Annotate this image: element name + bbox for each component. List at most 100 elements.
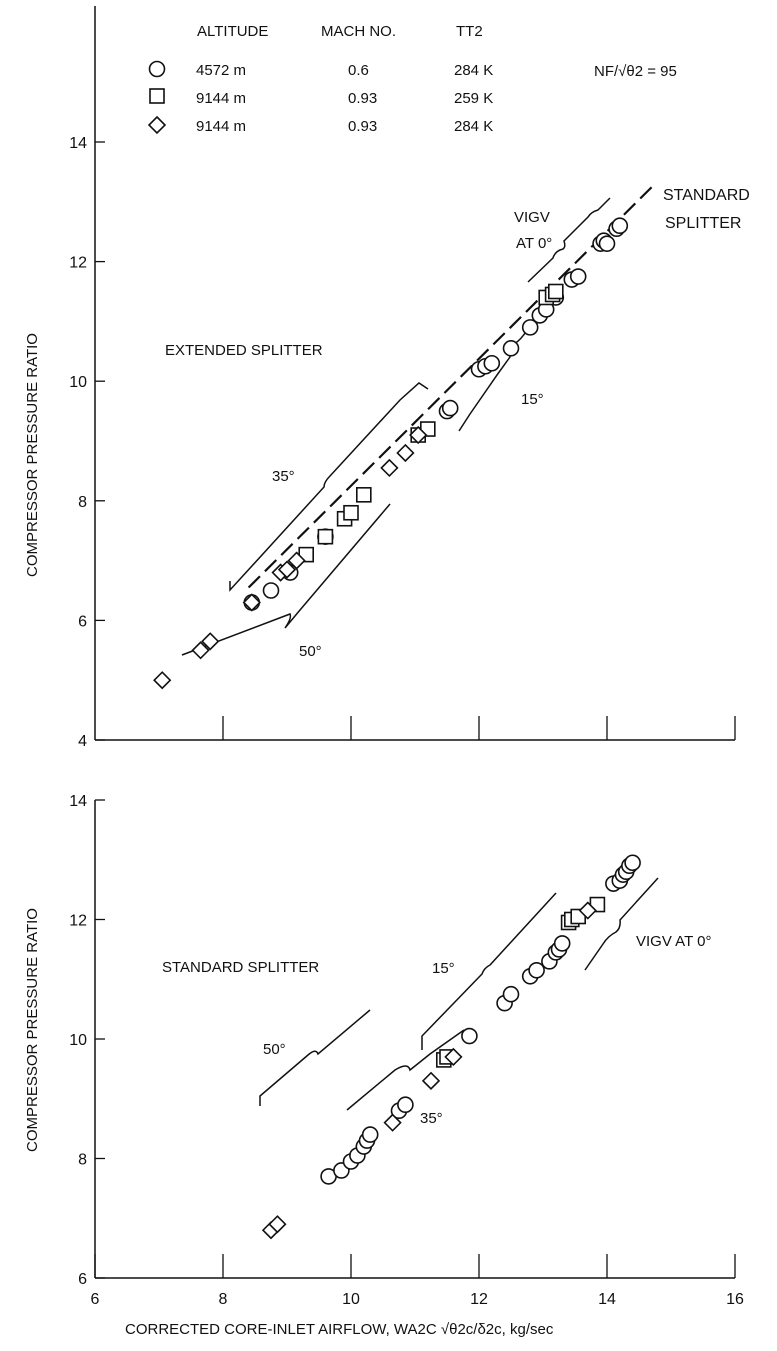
data-point-diamond [268, 1215, 287, 1234]
data-point-circle [598, 235, 616, 252]
y-tick-label: 8 [78, 1152, 87, 1169]
top-annotation-50: 50° [299, 643, 322, 660]
data-point-diamond [277, 560, 297, 579]
data-point-circle [624, 854, 641, 872]
data-point-circle [361, 1126, 379, 1143]
data-point-diamond [383, 1113, 402, 1132]
top-trend-line [247, 183, 656, 589]
legend-circle-marker [148, 60, 166, 78]
top-brace-35 [229, 382, 429, 592]
top-chart: 4 6 8 10 12 14 COMPRESSOR PRESSURE RATIO EXTE… [24, 6, 750, 750]
x-tick-label: 16 [726, 1291, 744, 1308]
top-annotation-15: 15° [521, 391, 544, 408]
y-tick-label: 10 [69, 1032, 87, 1049]
x-tick-label: 14 [598, 1291, 616, 1308]
legend-row-3-tt2: 284 K [454, 118, 493, 135]
y-tick-label: 8 [78, 494, 87, 511]
top-annotation-35: 35° [272, 468, 295, 485]
top-y-axis-label: COMPRESSOR PRESSURE RATIO [24, 333, 41, 577]
data-point-circle [569, 268, 587, 285]
x-tick-label: 10 [342, 1291, 360, 1308]
data-point-diamond [242, 593, 261, 612]
legend-row-3-mach: 0.93 [348, 118, 377, 135]
legend-square-marker [149, 88, 165, 104]
data-point-square [343, 504, 359, 521]
data-point-circle [441, 399, 459, 417]
y-tick-label: 14 [69, 135, 87, 152]
bottom-annotation-15: 15° [432, 960, 455, 977]
legend-row-2-altitude: 9144 m [196, 90, 246, 107]
data-point-circle [528, 961, 545, 979]
data-point-square [355, 487, 372, 503]
x-tick-label: 6 [91, 1291, 100, 1308]
bottom-y-axis-label: COMPRESSOR PRESSURE RATIO [24, 908, 41, 1152]
data-point-circle [502, 985, 520, 1003]
data-point-circle [521, 319, 539, 336]
legend-row-1-altitude: 4572 m [196, 62, 246, 79]
bottom-data-markers [261, 854, 641, 1240]
bottom-brace-15 [421, 892, 557, 1050]
data-point-diamond [191, 641, 210, 660]
data-point-circle [461, 1027, 478, 1045]
top-annotation-standard-splitter-line1: STANDARD [663, 187, 750, 204]
bottom-brace-35 [346, 1029, 465, 1111]
data-point-diamond [380, 458, 399, 478]
top-annotation-standard-splitter-line2: SPLITTER [665, 215, 741, 232]
bottom-chart-label: STANDARD SPLITTER [162, 959, 319, 976]
legend-row-1-tt2: 284 K [454, 62, 493, 79]
top-x-ticks [222, 716, 736, 740]
data-point-square [547, 283, 564, 300]
data-point-circle [502, 340, 520, 357]
y-tick-label: 10 [69, 374, 87, 391]
data-point-diamond [201, 632, 220, 651]
y-tick-label: 4 [78, 733, 87, 750]
data-point-circle [611, 217, 629, 235]
y-tick-label: 14 [69, 793, 87, 810]
data-point-circle [483, 354, 501, 372]
data-point-square [317, 528, 334, 545]
data-point-circle [553, 935, 571, 952]
top-brace-vigv [527, 197, 611, 283]
top-chart-label: EXTENDED SPLITTER [165, 342, 323, 359]
data-point-diamond [287, 551, 306, 570]
y-tick-label: 12 [69, 255, 87, 272]
data-point-diamond [421, 1071, 441, 1090]
bottom-chart: 6 8 10 12 14 6 8 10 12 14 16 COMPRESSOR PRESSURE … [24, 793, 744, 1338]
data-point-diamond [578, 901, 597, 920]
legend-diamond-marker [147, 115, 167, 135]
legend-row-1-mach: 0.6 [348, 62, 369, 79]
bottom-annotation-50: 50° [263, 1041, 286, 1058]
top-brace-50 [181, 503, 391, 656]
bottom-annotation-vigv: VIGV AT 0° [636, 933, 711, 950]
top-y-ticks: 4 6 8 10 12 14 [69, 135, 105, 750]
data-point-diamond [444, 1047, 463, 1067]
data-point-circle [397, 1096, 414, 1114]
data-point-diamond [396, 443, 415, 463]
data-point-diamond [409, 425, 428, 445]
x-tick-label: 12 [470, 1291, 488, 1308]
x-tick-label: 8 [219, 1291, 228, 1308]
bottom-x-axis-label: CORRECTED CORE-INLET AIRFLOW, WA2C √θ2c/… [125, 1321, 554, 1338]
legend-header-altitude: ALTITUDE [197, 23, 268, 40]
top-data-markers [153, 217, 629, 690]
y-tick-label: 12 [69, 913, 87, 930]
data-point-circle [262, 582, 280, 599]
bottom-y-ticks: 6 8 10 12 14 [69, 793, 105, 1288]
legend-row-2-mach: 0.93 [348, 90, 377, 107]
legend-header-mach: MACH NO. [321, 23, 396, 40]
bottom-annotation-35: 35° [420, 1110, 443, 1127]
legend-row-3-altitude: 9144 m [196, 118, 246, 135]
top-annotation-vigv-line1: VIGV [514, 209, 550, 226]
bottom-x-ticks: 6 8 10 12 14 16 [91, 1254, 744, 1308]
legend: ALTITUDE MACH NO. TT2 4572 m 0.6 284 K 9… [147, 23, 677, 135]
legend-header-tt2: TT2 [456, 23, 483, 40]
speed-note: NF/√θ2 = 95 [594, 63, 677, 80]
legend-row-2-tt2: 259 K [454, 90, 493, 107]
bottom-brace-vigv [584, 877, 659, 971]
top-annotation-vigv-line2: AT 0° [516, 235, 552, 252]
bottom-brace-50 [259, 1009, 371, 1106]
y-tick-label: 6 [78, 613, 87, 630]
y-tick-label: 6 [78, 1271, 87, 1288]
data-point-diamond [153, 671, 172, 690]
